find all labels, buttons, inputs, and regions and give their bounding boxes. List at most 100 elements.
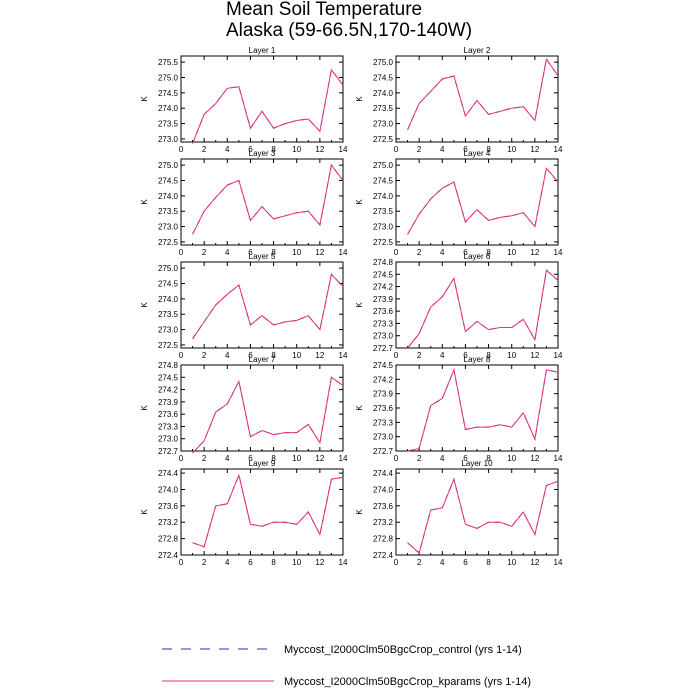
y-tick-label: 274.2	[158, 386, 179, 395]
y-tick-label: 273.5	[373, 207, 394, 216]
x-tick-label: 14	[339, 351, 348, 360]
x-tick-label: 10	[507, 248, 516, 257]
y-tick-label: 273.9	[158, 398, 179, 407]
x-tick-label: 8	[271, 454, 276, 463]
panel-layer-8: Layer 8 K 0 2 4 6 8 10 12 14 272.7 273.0 273.3 273.6 2…	[355, 355, 563, 463]
x-tick-label: 4	[225, 145, 230, 154]
panel-title: Layer 3	[249, 149, 276, 158]
x-tick-label: 14	[339, 145, 348, 154]
y-tick-label: 273.6	[158, 410, 179, 419]
y-tick-label: 274.0	[158, 104, 179, 113]
y-tick-label: 274.2	[373, 283, 394, 292]
y-tick-label: 275.0	[158, 74, 179, 83]
x-tick-label: 2	[417, 454, 422, 463]
y-axis-label: K	[140, 302, 149, 308]
x-tick-label: 2	[202, 351, 207, 360]
y-tick-label: 272.4	[373, 551, 394, 560]
y-tick-label: 274.0	[373, 89, 394, 98]
y-tick-label: 272.5	[158, 341, 179, 350]
y-tick-label: 273.3	[158, 422, 179, 431]
x-tick-label: 12	[315, 351, 324, 360]
y-tick-label: 273.0	[373, 120, 394, 129]
x-tick-label: 14	[339, 248, 348, 257]
x-tick-label: 0	[179, 351, 184, 360]
y-tick-label: 272.7	[158, 447, 179, 456]
panel-layer-6: Layer 6 K 0 2 4 6 8 10 12 14 272.7 273.0 273.3 273.6 2…	[355, 252, 563, 360]
y-tick-label: 275.0	[373, 58, 394, 67]
y-tick-label: 273.0	[373, 332, 394, 341]
y-tick-label: 273.3	[373, 418, 394, 427]
x-tick-label: 8	[271, 351, 276, 360]
x-tick-label: 2	[417, 248, 422, 257]
y-tick-label: 272.8	[158, 535, 179, 544]
panel-title: Layer 7	[249, 355, 276, 364]
y-tick-label: 275.0	[373, 161, 394, 170]
panel-layer-1: Layer 1 K 0 2 4 6 8 10 12 14 273.0 273.5 274.0 274.5 2…	[140, 46, 348, 154]
x-tick-label: 12	[530, 454, 539, 463]
x-tick-label: 14	[554, 248, 563, 257]
y-tick-label: 272.5	[158, 238, 179, 247]
x-tick-label: 6	[248, 454, 253, 463]
y-tick-label: 274.0	[158, 295, 179, 304]
series-line-kparams	[192, 163, 344, 235]
y-tick-label: 274.4	[158, 469, 179, 478]
x-tick-label: 2	[202, 558, 207, 567]
x-tick-label: 12	[315, 454, 324, 463]
x-tick-label: 4	[225, 351, 230, 360]
y-tick-label: 272.5	[373, 238, 394, 247]
panel-title: Layer 5	[249, 252, 276, 261]
y-tick-label: 272.7	[373, 447, 394, 456]
y-tick-label: 273.0	[158, 435, 179, 444]
x-tick-label: 4	[440, 351, 445, 360]
series-line-kparams	[407, 57, 559, 130]
x-tick-label: 6	[463, 558, 468, 567]
x-tick-label: 14	[554, 145, 563, 154]
x-tick-label: 12	[530, 145, 539, 154]
panel-title: Layer 6	[464, 252, 491, 261]
y-tick-label: 274.0	[373, 192, 394, 201]
panel-layer-2: Layer 2 K 0 2 4 6 8 10 12 14 272.5 273.0 273.5 274.0 2…	[355, 46, 563, 154]
panel-title: Layer 4	[464, 149, 491, 158]
y-tick-label: 275.0	[158, 161, 179, 170]
x-tick-label: 8	[486, 351, 491, 360]
y-tick-label: 272.8	[373, 535, 394, 544]
x-tick-label: 6	[248, 558, 253, 567]
x-tick-label: 6	[463, 351, 468, 360]
x-tick-label: 2	[202, 145, 207, 154]
x-tick-label: 8	[486, 248, 491, 257]
x-tick-label: 10	[292, 248, 301, 257]
series-line-kparams	[192, 473, 344, 548]
x-tick-label: 0	[179, 454, 184, 463]
y-tick-label: 273.0	[158, 223, 179, 232]
x-tick-label: 0	[394, 454, 399, 463]
x-tick-label: 4	[440, 558, 445, 567]
x-tick-label: 8	[271, 558, 276, 567]
y-axis-label: K	[140, 96, 149, 102]
y-tick-label: 273.0	[373, 223, 394, 232]
x-tick-label: 14	[554, 454, 563, 463]
x-tick-label: 0	[179, 558, 184, 567]
y-tick-label: 274.5	[373, 177, 394, 186]
x-tick-label: 12	[315, 145, 324, 154]
x-tick-label: 6	[248, 248, 253, 257]
y-tick-label: 273.6	[373, 404, 394, 413]
x-tick-label: 12	[530, 558, 539, 567]
x-tick-label: 4	[225, 454, 230, 463]
x-tick-label: 6	[463, 454, 468, 463]
y-tick-label: 273.9	[373, 390, 394, 399]
x-tick-label: 8	[271, 248, 276, 257]
x-tick-label: 4	[225, 248, 230, 257]
x-tick-label: 10	[292, 454, 301, 463]
y-tick-label: 274.8	[373, 258, 394, 267]
x-tick-label: 6	[248, 145, 253, 154]
x-tick-label: 4	[440, 248, 445, 257]
y-tick-label: 273.2	[158, 518, 179, 527]
x-tick-label: 8	[271, 145, 276, 154]
x-tick-label: 4	[440, 145, 445, 154]
y-tick-label: 275.5	[158, 58, 179, 67]
y-tick-label: 274.0	[373, 485, 394, 494]
x-tick-label: 8	[486, 145, 491, 154]
y-tick-label: 273.5	[373, 104, 394, 113]
